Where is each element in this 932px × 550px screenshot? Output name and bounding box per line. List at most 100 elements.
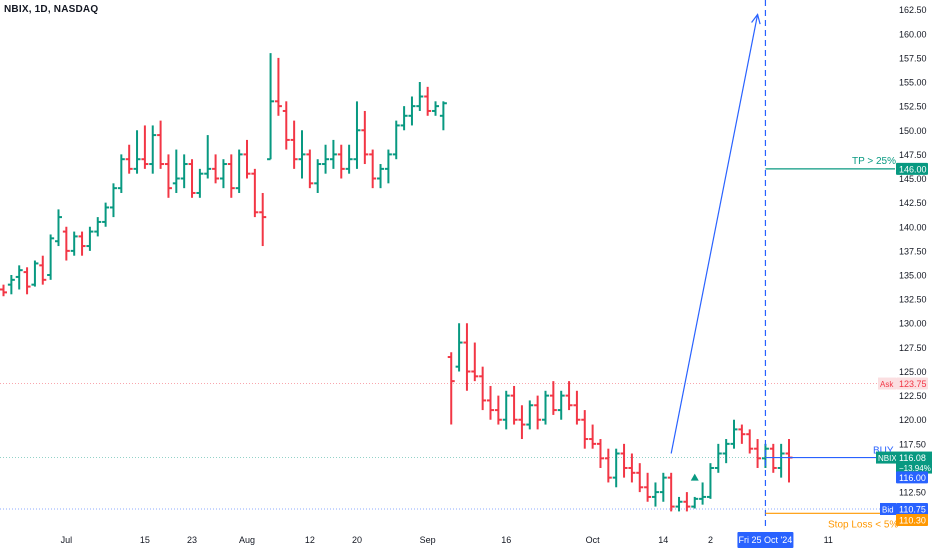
ohlc-bar [675,496,683,512]
stop-loss-label: Stop Loss < 5% [828,519,898,530]
ohlc-bar [699,482,707,505]
ohlc-bar [636,463,644,493]
ohlc-bar [471,342,479,382]
ohlc-bar [487,385,495,420]
price-tick-label: 125.00 [899,367,927,377]
ohlc-bar [267,53,275,161]
ohlc-bar [683,492,691,512]
date-marker-tag-bg [737,532,794,548]
price-tick-label: 155.00 [899,78,927,88]
time-tick-label: 15 [140,535,150,545]
buy-price-tag: 116.00 [899,473,926,483]
price-tick-label: 145.00 [899,174,927,184]
ohlc-bar [541,390,549,425]
ohlc-bar [298,130,306,179]
ohlc-bar [659,472,667,502]
price-tick-label: 127.50 [899,343,927,353]
ohlc-bar [549,381,557,415]
ohlc-bar [667,472,675,512]
ohlc-bar [526,400,534,430]
ohlc-bar [691,496,699,509]
ohlc-bar [251,168,259,218]
ohlc-bar [31,260,39,287]
ohlc-bar [188,159,196,198]
ohlc-bar [290,120,298,169]
ohlc-bar [416,82,424,111]
ohlc-bar [534,395,542,430]
ohlc-bar [282,101,290,150]
ohlc-bar [604,448,612,483]
ohlc-bar [706,463,714,499]
ohlc-bar [408,96,416,126]
time-axis [0,530,895,550]
last-price-label: 116.08 [899,453,926,463]
signal-triangle-icon [690,473,699,481]
ohlc-bar [384,149,392,184]
price-tick-label: 117.50 [899,439,926,449]
ohlc-bar [141,125,149,169]
time-tick-label: Jul [61,535,73,545]
ohlc-bar [212,154,220,184]
ohlc-bar [494,395,502,425]
price-tick-label: 162.50 [899,5,927,15]
price-tick-label: 132.50 [899,295,927,305]
ohlc-bar [785,439,793,483]
price-tick-label: 137.50 [899,246,927,256]
ohlc-bar [243,139,251,179]
ohlc-bar [439,101,447,131]
chart-title: NBIX, 1D, NASDAQ [4,4,99,15]
price-tick-label: 140.00 [899,222,927,232]
ask-price-tag-bg [896,377,928,390]
arrow-head-icon [751,13,761,25]
ohlc-bar [306,149,314,189]
ohlc-bar [353,101,361,169]
ask-tag-bg [878,377,896,390]
ohlc-bar [620,443,628,478]
ohlc-bar [204,135,212,179]
ohlc-bar [54,209,62,247]
ohlc-bar [227,154,235,198]
ohlc-bar [377,164,385,189]
ohlc-bar [400,106,408,131]
ohlc-bar [219,159,227,189]
time-tick-label: Sep [420,535,436,545]
ohlc-bar [94,217,102,237]
ohlc-bar [463,323,471,391]
time-tick-label: 12 [305,535,315,545]
ask-tag-label: Ask [880,380,894,389]
price-tick-label: 112.50 [899,488,926,498]
price-tick-label: 160.00 [899,29,927,39]
ohlc-bar [78,231,86,256]
ohlc-series [0,53,793,512]
ohlc-bar [180,154,188,189]
ohlc-bar [235,149,243,193]
ohlc-bar [164,154,172,198]
date-marker-tag-label: Fri 25 Oct '24 [739,535,793,545]
ohlc-bar [518,405,526,440]
time-tick-label: Aug [239,535,255,545]
last-change-label: −13.94% [899,464,931,473]
projection-arrow [670,14,759,454]
buy-price-tag-bg [896,471,928,484]
ohlc-bar [573,390,581,425]
buy-label: BUY [873,446,894,457]
ohlc-bar [746,429,754,454]
ohlc-bar [447,352,455,425]
ohlc-bar [369,149,377,189]
price-tick-label: 122.50 [899,391,927,401]
ohlc-bar [196,168,204,198]
bid-tag-bg [880,502,896,515]
ohlc-bar [337,144,345,179]
tp-price-tag-bg [896,162,928,175]
ohlc-bar [596,439,604,468]
ohlc-bar [565,381,573,411]
ohlc-bar [62,226,70,261]
time-tick-label: Oct [586,535,601,545]
price-tick-label: 152.50 [899,102,927,112]
last-price-tag-bg [896,451,932,474]
ohlc-bar [628,453,636,483]
ohlc-bar [769,443,777,473]
ohlc-bar [510,385,518,425]
ohlc-bar [754,439,762,468]
